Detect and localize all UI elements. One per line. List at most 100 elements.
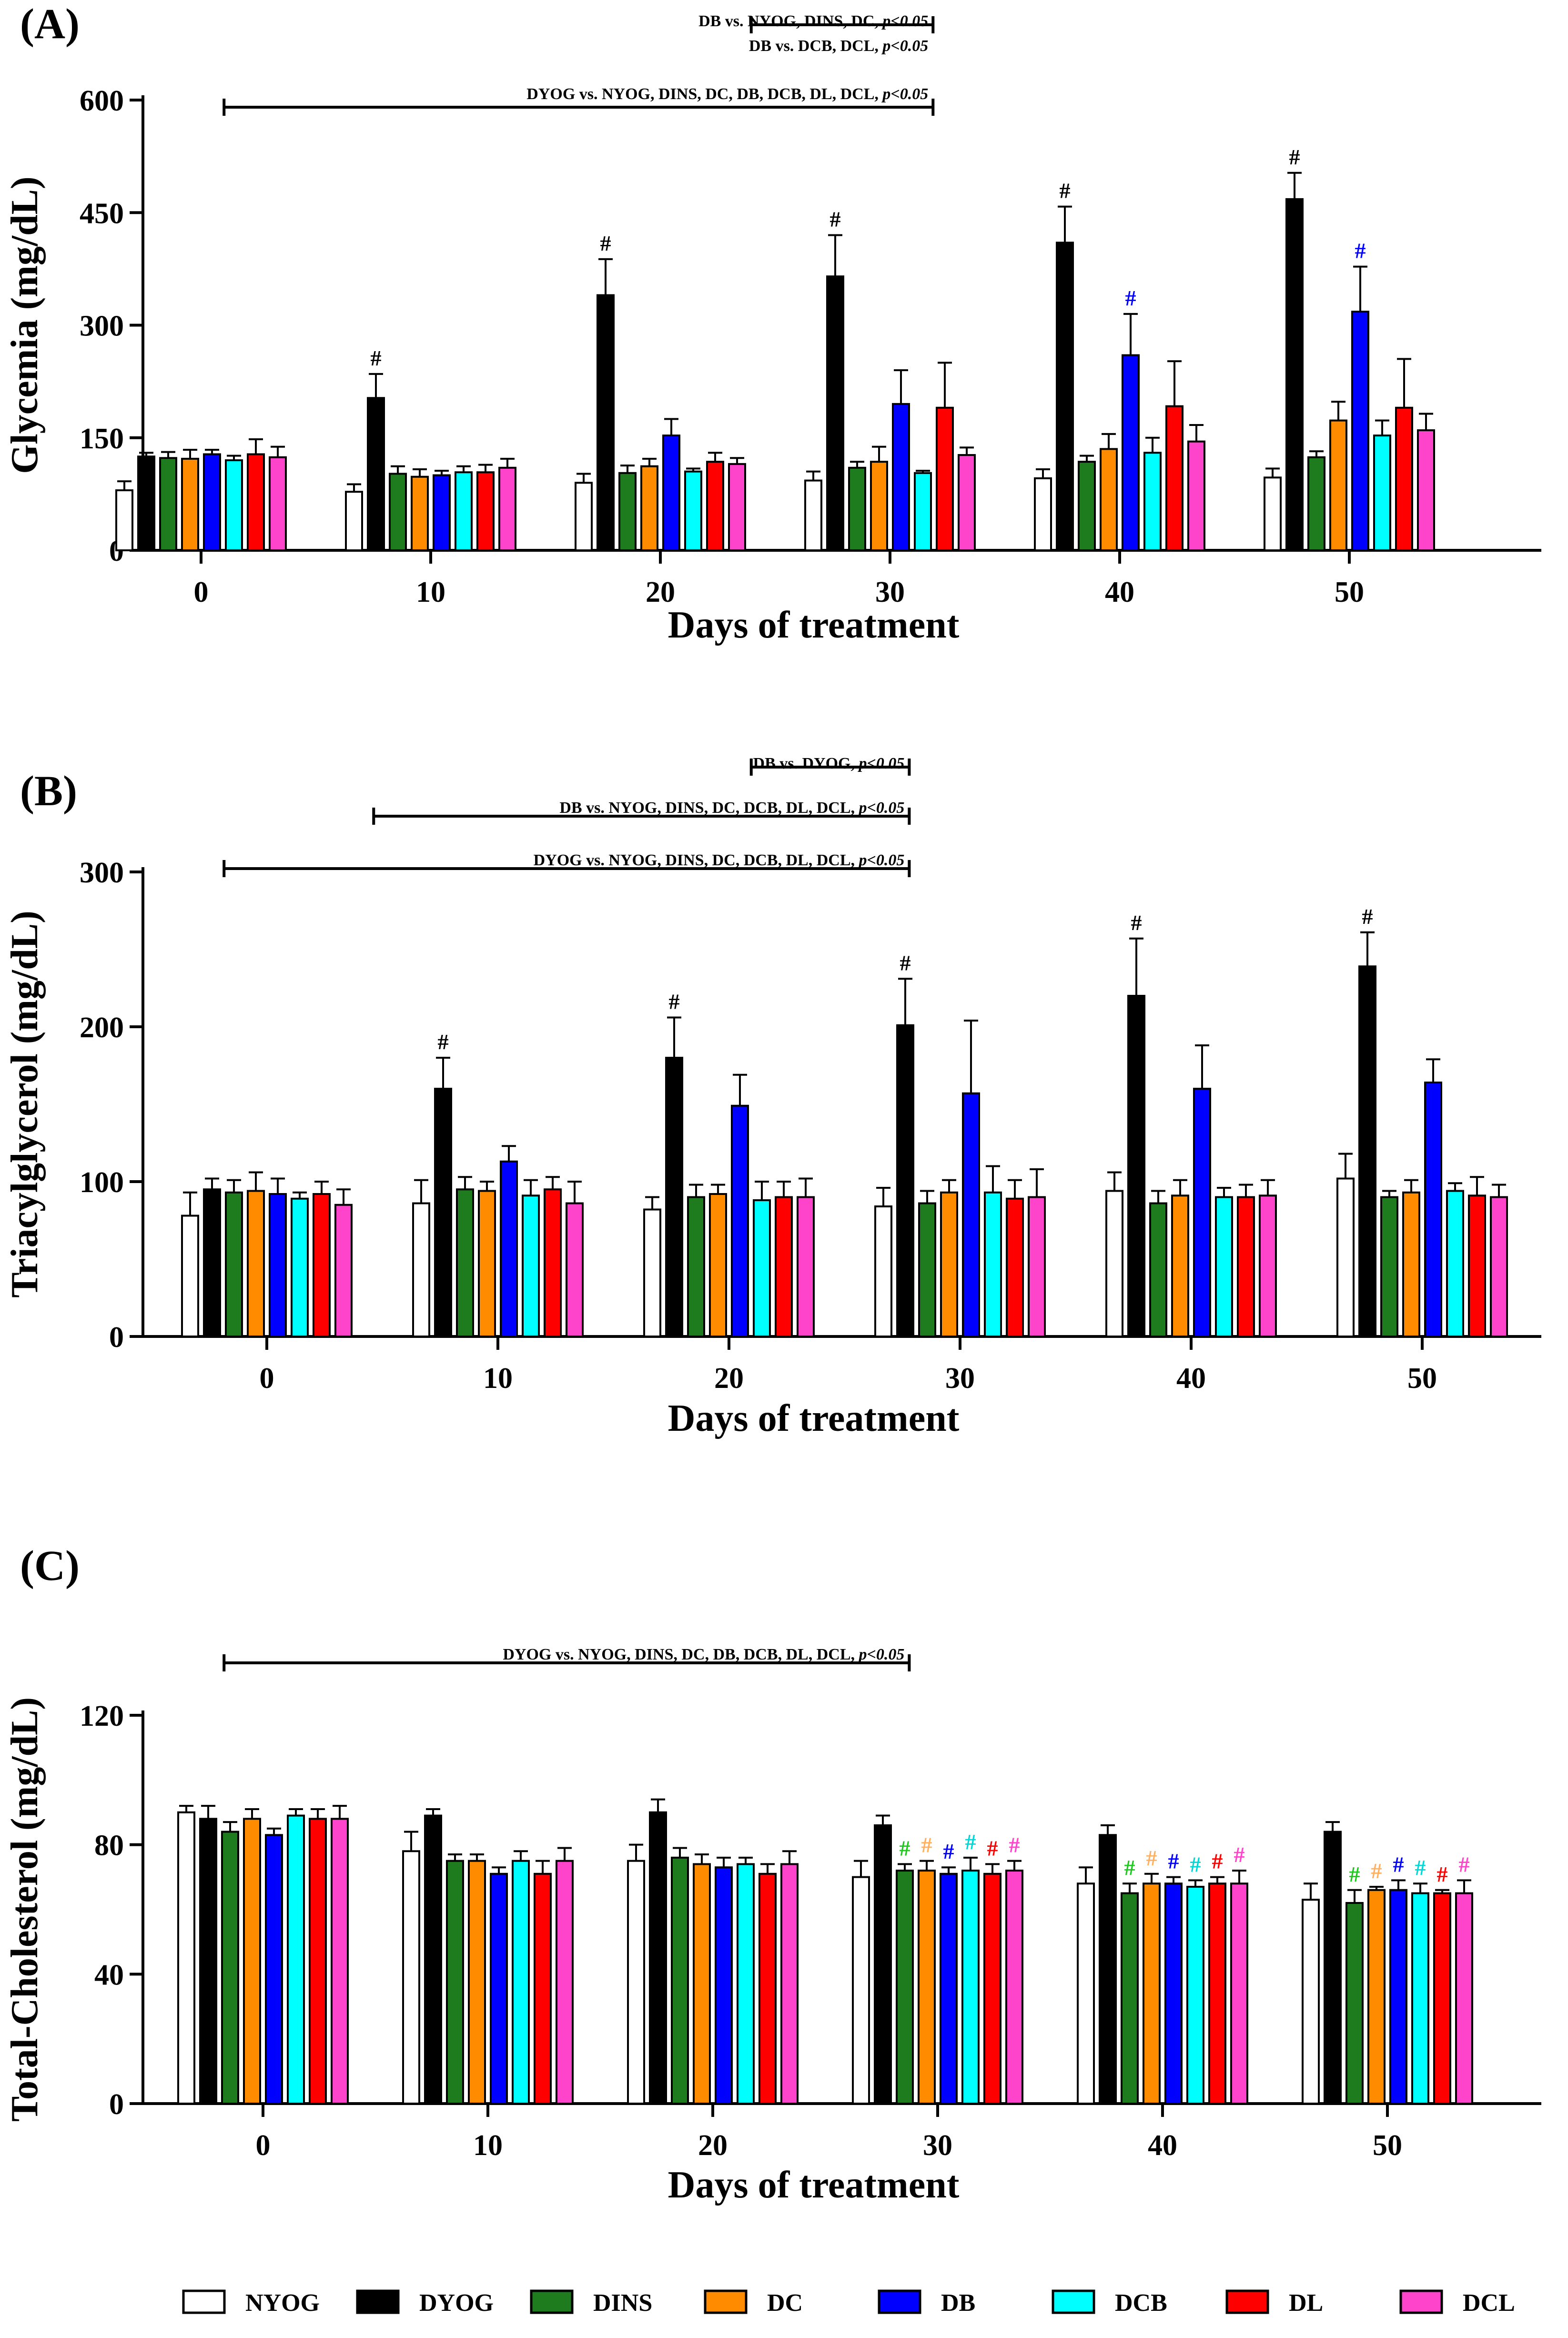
bar-dcl bbox=[1230, 1883, 1248, 2105]
bar-db bbox=[940, 1872, 958, 2105]
bar-db bbox=[731, 1104, 749, 1337]
legend: NYOG DYOG DINS DC DB DCB DL DCL bbox=[182, 2289, 1515, 2317]
y-tick-label: 150 bbox=[80, 423, 124, 455]
bar-dcb bbox=[984, 1191, 1002, 1337]
bar-dc bbox=[411, 476, 429, 552]
bar-dcl bbox=[1028, 1196, 1046, 1337]
bar-nyog bbox=[181, 1215, 199, 1337]
bar-nyog bbox=[1302, 1899, 1320, 2105]
significance-marker: # bbox=[1168, 1849, 1179, 1873]
comparison-p-value: p<0.05 bbox=[881, 85, 928, 103]
bar-dc bbox=[918, 1870, 936, 2105]
bar-db bbox=[269, 1193, 287, 1337]
significance-marker: # bbox=[600, 231, 611, 255]
bar-dcb bbox=[291, 1197, 309, 1337]
bar-dcl bbox=[556, 1860, 574, 2105]
bar-nyog bbox=[412, 1202, 430, 1337]
bar-dins bbox=[446, 1860, 464, 2105]
bar-dl bbox=[1433, 1892, 1451, 2105]
x-tick-label: 0 bbox=[260, 1362, 274, 1395]
comparison-annotation: DB vs. NYOG, DINS, DC, DCB, DL, DCL, p<0… bbox=[559, 799, 904, 817]
bar-db bbox=[1122, 354, 1140, 551]
legend-label-dcb: DCB bbox=[1115, 2289, 1167, 2317]
bar-dyog bbox=[199, 1818, 217, 2105]
comparison-groups: DB vs. NYOG, DINS, DC, bbox=[698, 12, 882, 30]
y-tick-label: 0 bbox=[109, 1321, 124, 1354]
bar-dl bbox=[1237, 1196, 1255, 1337]
bar-dcb bbox=[737, 1863, 755, 2105]
bar-dl bbox=[247, 453, 265, 552]
bar-dl bbox=[936, 406, 954, 551]
bar-dc bbox=[478, 1190, 496, 1337]
bar-dyog bbox=[665, 1057, 683, 1337]
significance-marker: # bbox=[1349, 1862, 1360, 1886]
comparison-p-value: p<0.05 bbox=[858, 799, 905, 817]
bar-dl bbox=[775, 1196, 793, 1337]
legend-label-dcl: DCL bbox=[1463, 2289, 1515, 2317]
bar-dl bbox=[544, 1188, 562, 1337]
y-tick-label: 200 bbox=[80, 1012, 124, 1044]
x-tick-label: 10 bbox=[473, 2129, 503, 2162]
significance-marker: # bbox=[1437, 1862, 1448, 1886]
bar-dyog bbox=[1056, 242, 1074, 551]
bar-dyog bbox=[597, 294, 615, 551]
significance-marker: # bbox=[1459, 1852, 1470, 1876]
significance-marker: # bbox=[1060, 179, 1071, 203]
bar-dins bbox=[1345, 1902, 1364, 2105]
x-tick-label: 10 bbox=[416, 576, 445, 608]
significance-marker: # bbox=[1125, 286, 1136, 310]
bar-dcb bbox=[1215, 1196, 1233, 1337]
bar-dyog bbox=[434, 1088, 452, 1337]
x-tick-label: 0 bbox=[194, 576, 209, 608]
significance-marker: # bbox=[669, 990, 680, 1014]
x-tick-label: 20 bbox=[714, 1362, 744, 1395]
bar-dc bbox=[870, 461, 888, 552]
significance-marker: # bbox=[965, 1830, 976, 1854]
bar-dcb bbox=[455, 471, 473, 552]
bar-dyog bbox=[137, 455, 155, 551]
bar-db bbox=[892, 403, 910, 551]
legend-label-dyog: DYOG bbox=[419, 2289, 494, 2317]
bar-db bbox=[962, 1092, 980, 1337]
bar-db bbox=[1389, 1889, 1407, 2105]
significance-marker: # bbox=[1212, 1849, 1223, 1873]
bar-nyog bbox=[1264, 476, 1282, 551]
bar-dl bbox=[534, 1872, 552, 2105]
significance-marker: # bbox=[1415, 1855, 1426, 1880]
bar-db bbox=[662, 435, 680, 552]
bar-dl bbox=[706, 461, 724, 552]
x-tick-label: 30 bbox=[923, 2129, 952, 2162]
legend-swatch-dc bbox=[704, 2289, 748, 2314]
significance-marker: # bbox=[830, 207, 841, 232]
bar-dyog bbox=[424, 1814, 442, 2105]
significance-marker: # bbox=[1234, 1842, 1245, 1867]
panel-b-triacylglycerol: (B) 0 100 200 300 0 10 20 30 40 50 Days of treatmen… bbox=[4, 755, 1541, 1439]
panel-c-total-cholesterol: (C) 0 40 80 120 0 10 20 30 40 50 Days of treatment T… bbox=[4, 1542, 1541, 2206]
bar-dcl bbox=[498, 466, 516, 551]
bar-dins bbox=[1149, 1202, 1167, 1337]
bar-db bbox=[1164, 1883, 1183, 2105]
bar-nyog bbox=[177, 1811, 195, 2105]
bar-dc bbox=[243, 1818, 261, 2105]
comparison-annotation: DYOG vs. NYOG, DINS, DC, DB, DCB, DL, DC… bbox=[503, 1646, 904, 1663]
bar-dyog bbox=[1358, 965, 1376, 1337]
bar-dc bbox=[1402, 1191, 1420, 1337]
bar-db bbox=[433, 474, 451, 551]
x-tick-label: 40 bbox=[1176, 1362, 1206, 1395]
legend-swatch-nyog bbox=[182, 2289, 226, 2314]
significance-marker: # bbox=[1355, 239, 1366, 263]
significance-marker: # bbox=[943, 1839, 954, 1863]
bar-dins bbox=[1380, 1196, 1398, 1337]
bar-dins bbox=[687, 1196, 705, 1337]
x-tick-label: 10 bbox=[483, 1362, 513, 1395]
legend-swatch-dcb bbox=[1052, 2289, 1095, 2314]
bar-dins bbox=[618, 472, 637, 552]
bar-dins bbox=[1307, 456, 1325, 552]
bar-dl bbox=[1395, 406, 1413, 551]
y-tick-label: 450 bbox=[80, 197, 124, 230]
bar-dcl bbox=[797, 1196, 815, 1337]
bar-nyog bbox=[345, 491, 363, 552]
bar-dcl bbox=[331, 1818, 349, 2105]
bar-dl bbox=[1006, 1197, 1024, 1337]
x-tick-label: 30 bbox=[875, 576, 905, 608]
